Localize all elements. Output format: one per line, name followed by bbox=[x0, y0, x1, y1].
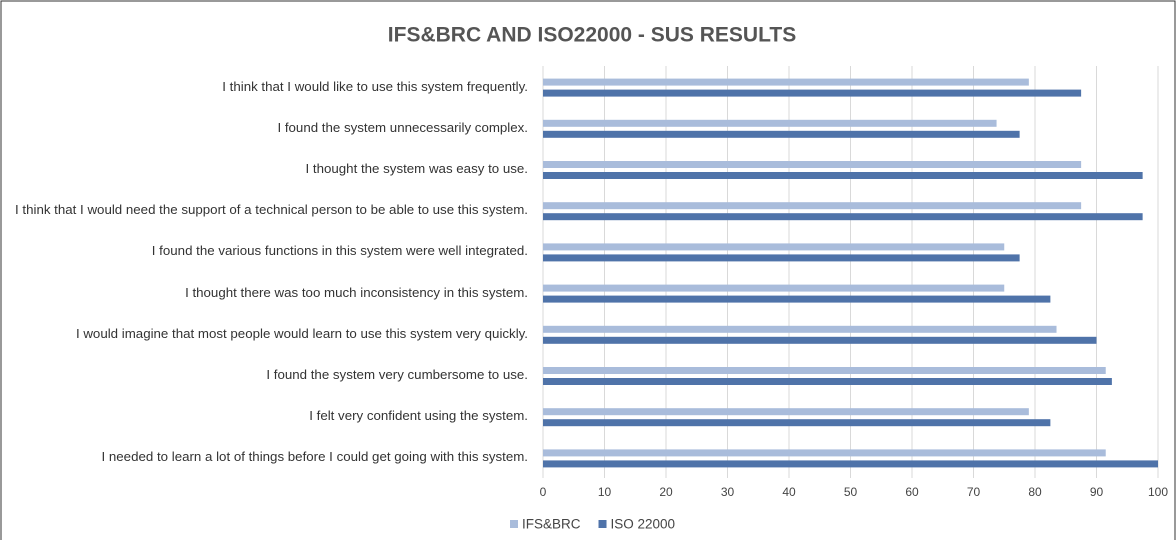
legend-swatch bbox=[598, 520, 607, 528]
legend-label: ISO 22000 bbox=[611, 517, 676, 532]
bar bbox=[543, 367, 1106, 374]
bar bbox=[543, 78, 1029, 86]
category-label: I thought the system was easy to use. bbox=[305, 161, 528, 176]
x-tick-label: 70 bbox=[967, 485, 981, 499]
category-label: I needed to learn a lot of things before… bbox=[101, 449, 529, 465]
x-tick-label: 30 bbox=[721, 485, 735, 499]
x-tick-label: 20 bbox=[659, 485, 673, 499]
bar bbox=[543, 202, 1082, 210]
x-tick-label: 80 bbox=[1028, 485, 1042, 499]
bar bbox=[543, 449, 1106, 457]
bar bbox=[543, 284, 1005, 292]
bar bbox=[543, 460, 1158, 468]
bar bbox=[543, 408, 1029, 416]
category-label: I felt very confident using the system. bbox=[309, 408, 528, 424]
x-tick-label: 90 bbox=[1090, 485, 1104, 499]
bar bbox=[543, 89, 1082, 97]
bar bbox=[543, 419, 1051, 427]
legend-label: IFS&BRC bbox=[522, 517, 581, 532]
bar bbox=[543, 119, 997, 127]
category-label: I think that I would need the support of… bbox=[15, 202, 528, 218]
legend-swatch bbox=[510, 520, 518, 528]
x-tick-label: 60 bbox=[905, 485, 919, 499]
chart-title: IFS&BRC AND ISO22000 - SUS RESULTS bbox=[388, 24, 796, 47]
category-label: I would imagine that most people would l… bbox=[75, 325, 528, 341]
bar bbox=[543, 172, 1143, 179]
bar bbox=[543, 254, 1020, 262]
bar bbox=[543, 295, 1051, 303]
x-tick-label: 50 bbox=[844, 485, 858, 499]
x-tick-label: 100 bbox=[1148, 485, 1168, 499]
bar bbox=[543, 130, 1020, 138]
bar bbox=[543, 213, 1143, 221]
category-label: I found the system unnecessarily complex… bbox=[277, 119, 528, 135]
x-tick-label: 10 bbox=[598, 485, 612, 499]
bar bbox=[543, 325, 1057, 333]
category-label: I think that I would like to use this sy… bbox=[222, 78, 528, 94]
category-label: I found the various functions in this sy… bbox=[151, 243, 528, 259]
bar bbox=[543, 378, 1112, 385]
category-label: I found the system very cumbersome to us… bbox=[266, 367, 528, 382]
category-label: I thought there was too much inconsisten… bbox=[185, 284, 528, 300]
bar bbox=[543, 336, 1097, 344]
x-tick-label: 40 bbox=[782, 485, 796, 499]
bar bbox=[543, 161, 1082, 168]
bar bbox=[543, 243, 1005, 251]
x-tick-label: 0 bbox=[540, 485, 547, 499]
